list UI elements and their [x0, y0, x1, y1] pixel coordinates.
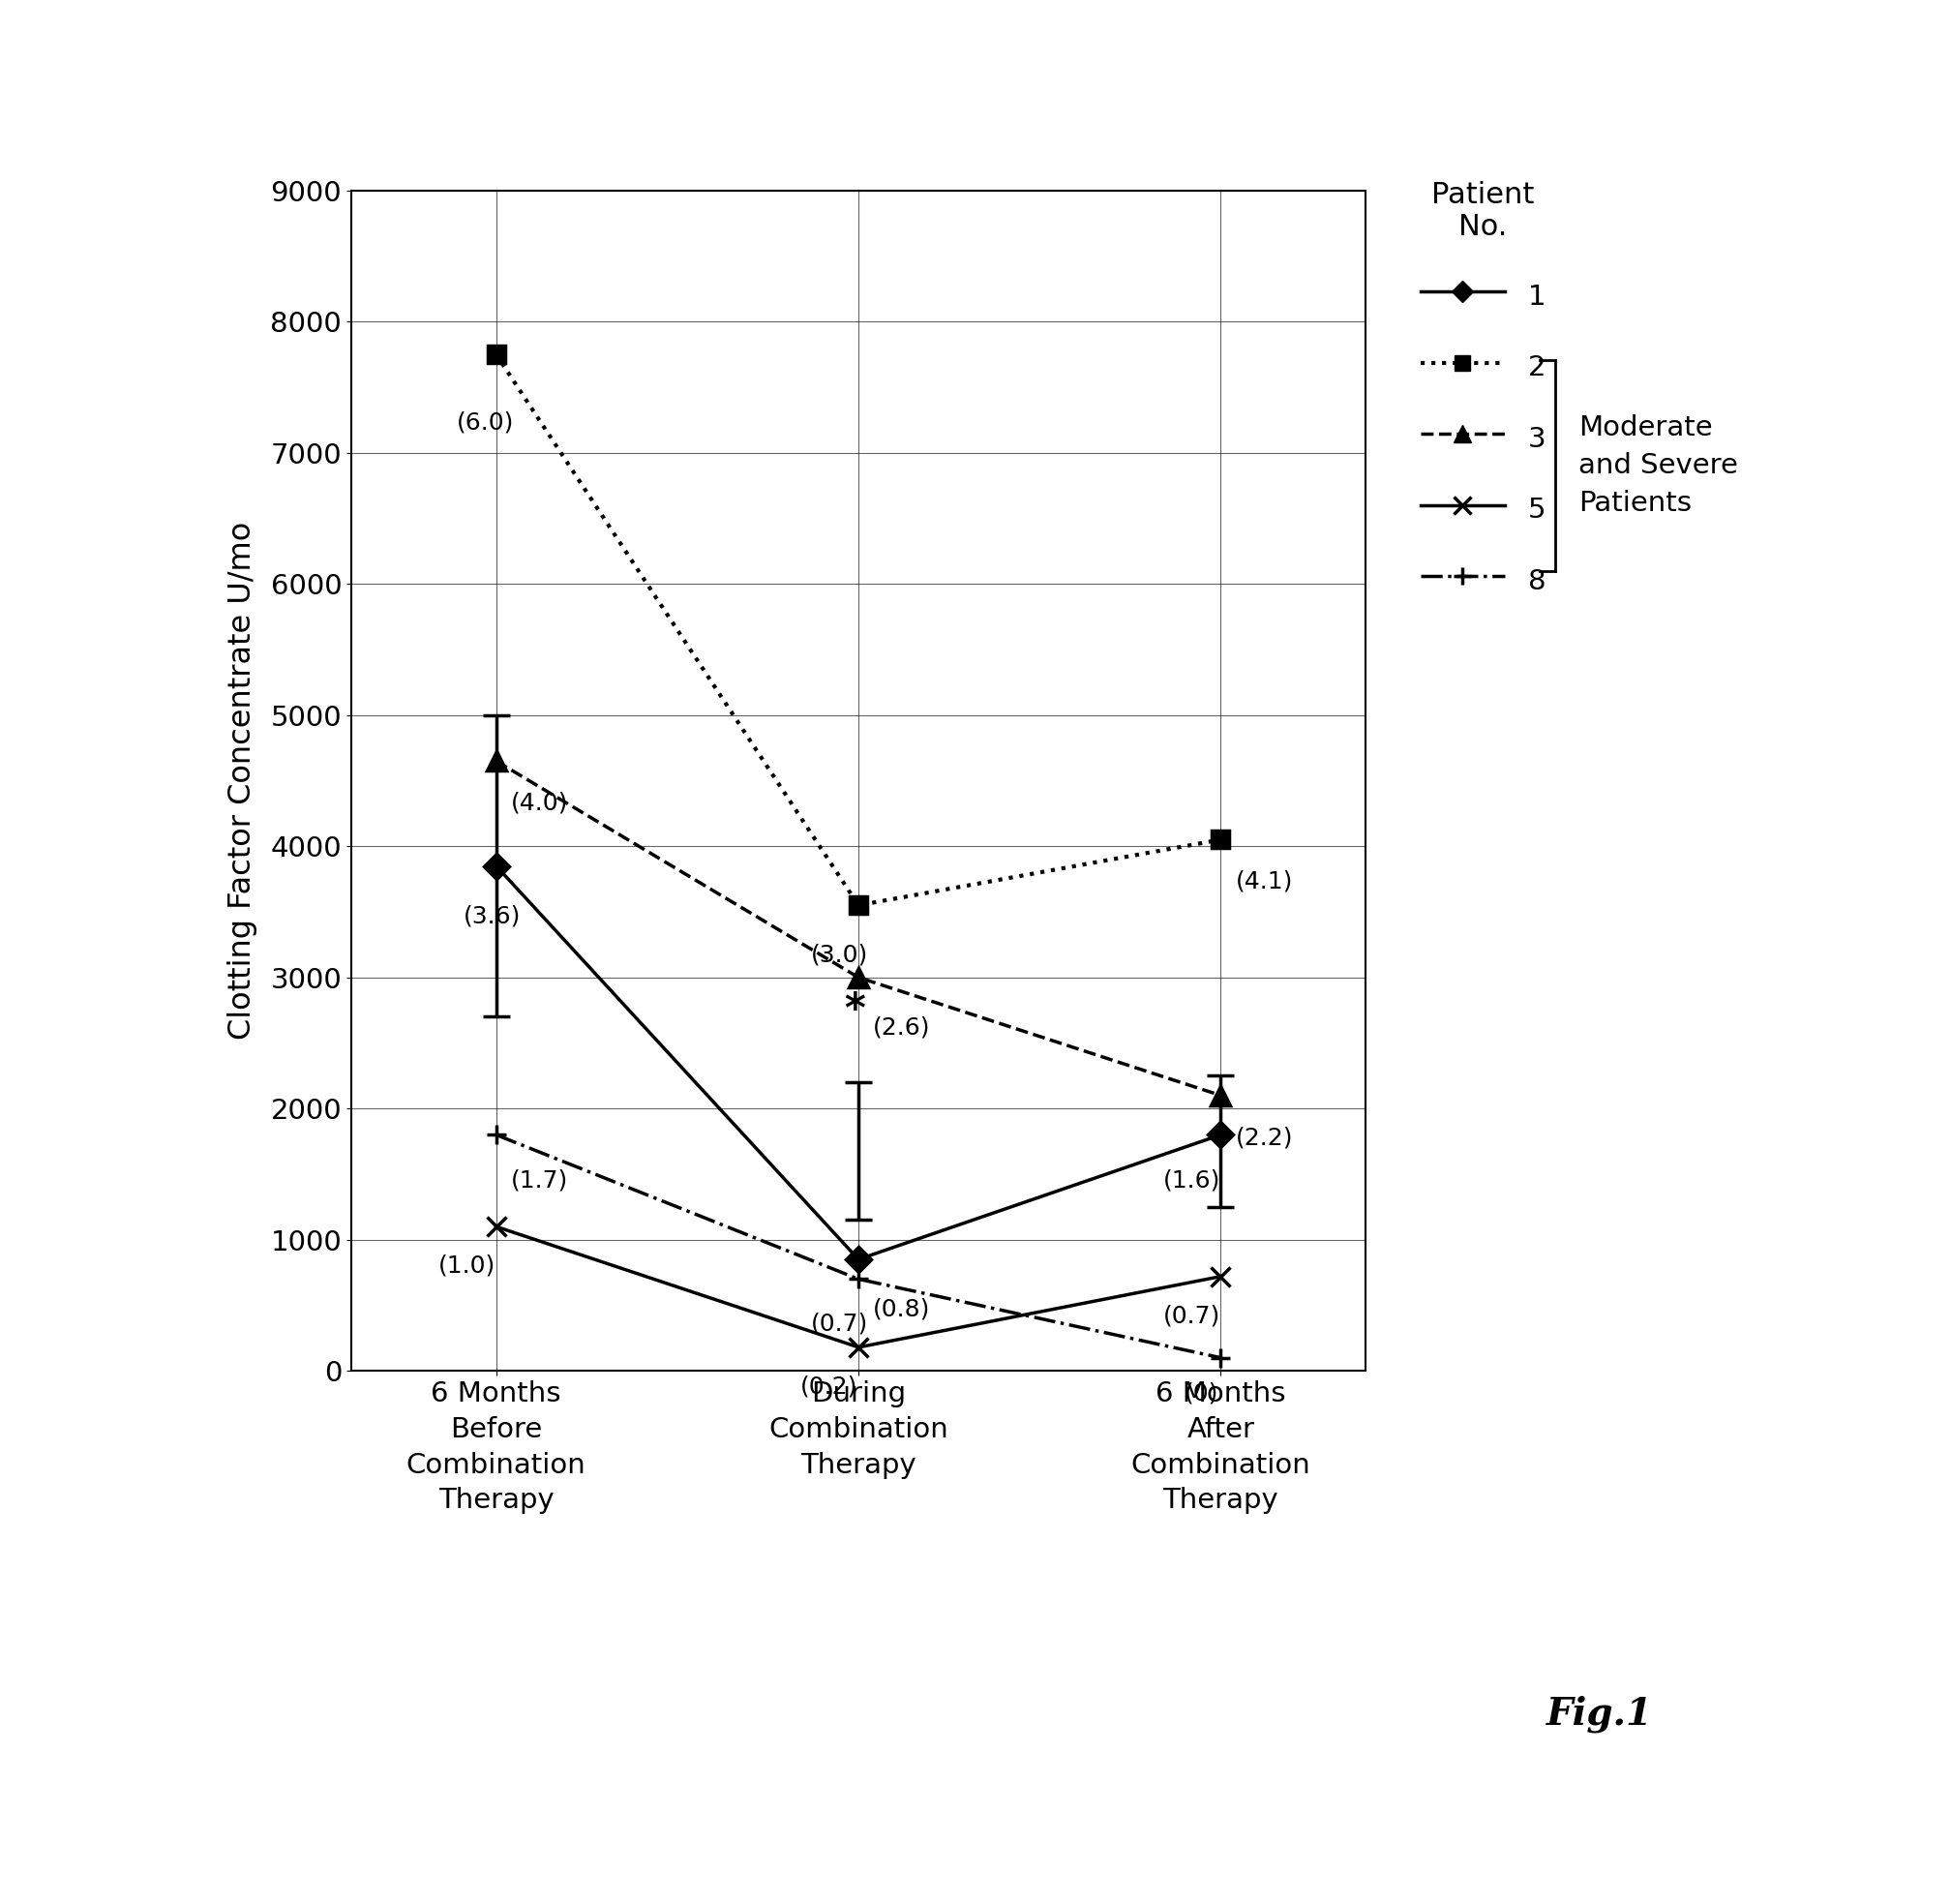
8 — [847, 1268, 870, 1291]
Text: (1.7): (1.7) — [511, 1169, 568, 1192]
Text: Moderate
and Severe
Patients: Moderate and Severe Patients — [1578, 413, 1738, 516]
5 — [484, 1215, 507, 1238]
Text: (0): (0) — [1184, 1382, 1219, 1405]
Text: (6.0): (6.0) — [457, 411, 513, 434]
3 — [847, 965, 870, 988]
Line: 8: 8 — [486, 1125, 1231, 1367]
8 — [1210, 1346, 1233, 1369]
Line: 1: 1 — [488, 857, 1229, 1268]
Text: (1.6): (1.6) — [1163, 1169, 1219, 1192]
Text: (0.7): (0.7) — [812, 1312, 868, 1335]
3 — [484, 750, 507, 773]
Text: (0.7): (0.7) — [1163, 1304, 1219, 1327]
1 — [1210, 1123, 1233, 1146]
2 — [1210, 828, 1233, 851]
Text: (3.6): (3.6) — [464, 904, 521, 927]
5 — [847, 1337, 870, 1359]
3 — [1210, 1083, 1233, 1106]
Text: (4.0): (4.0) — [511, 792, 568, 815]
2 — [847, 893, 870, 916]
Line: 5: 5 — [486, 1217, 1231, 1358]
Text: *: * — [845, 990, 866, 1030]
5 — [1210, 1264, 1233, 1287]
2 — [484, 343, 507, 366]
Text: Fig.1: Fig.1 — [1547, 1695, 1652, 1733]
Text: (3.0): (3.0) — [812, 944, 868, 967]
8 — [484, 1123, 507, 1146]
Legend: 1, 2, 3, 5, 8: 1, 2, 3, 5, 8 — [1420, 181, 1545, 598]
Text: (4.1): (4.1) — [1235, 870, 1294, 893]
1 — [484, 855, 507, 878]
Line: 3: 3 — [486, 752, 1231, 1104]
Line: 2: 2 — [488, 347, 1229, 914]
Y-axis label: Clotting Factor Concentrate U/mo: Clotting Factor Concentrate U/mo — [226, 522, 258, 1040]
Text: (0.8): (0.8) — [872, 1299, 931, 1321]
Text: (1.0): (1.0) — [439, 1255, 496, 1278]
Text: (2.6): (2.6) — [872, 1015, 931, 1040]
Text: (2.2): (2.2) — [1235, 1125, 1294, 1148]
Text: (0.2): (0.2) — [800, 1375, 858, 1398]
1 — [847, 1247, 870, 1270]
